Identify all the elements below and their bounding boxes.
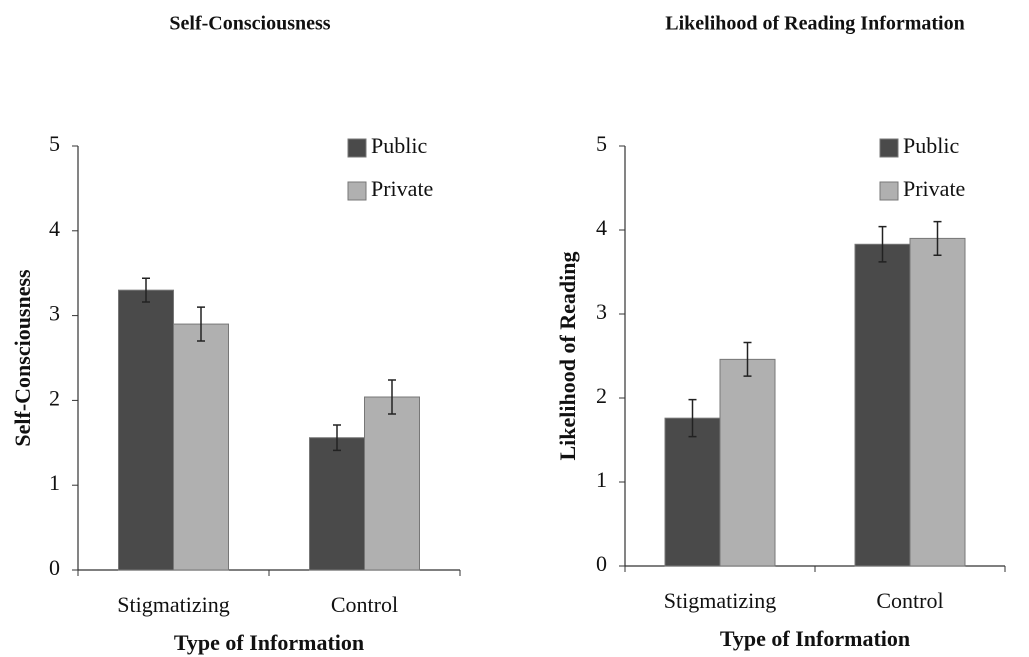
error-bar [388, 379, 396, 415]
legend-swatch [879, 181, 899, 201]
x-tick-label: Stigmatizing [664, 588, 776, 613]
bar [719, 358, 776, 567]
legend-swatch [347, 138, 367, 158]
y-axis-title: Likelihood of Reading [555, 251, 580, 460]
y-axis-title: Self-Consciousness [10, 269, 35, 447]
bar [173, 323, 229, 571]
bar [909, 237, 966, 567]
y-tick-label: 5 [49, 131, 60, 156]
y-tick-label: 0 [596, 551, 607, 576]
y-tick-label: 2 [596, 383, 607, 408]
bar [309, 437, 365, 571]
error-bar [688, 398, 697, 438]
x-tick-label: Control [331, 592, 398, 617]
y-tick-label: 3 [596, 299, 607, 324]
bar [664, 417, 721, 567]
error-bar [878, 225, 887, 263]
legend-label: Public [371, 133, 427, 158]
bar [854, 243, 911, 567]
error-bar [743, 341, 752, 377]
chart-title: Likelihood of Reading Information [665, 13, 964, 35]
x-tick-label: Stigmatizing [117, 592, 229, 617]
legend-label: Private [903, 176, 965, 201]
legend-swatch [347, 181, 367, 201]
y-tick-label: 1 [596, 467, 607, 492]
error-bar [197, 306, 205, 342]
legend-label: Private [371, 176, 433, 201]
error-bar [333, 424, 341, 452]
chart-title: Self-Consciousness [169, 13, 330, 35]
y-tick-label: 2 [49, 385, 60, 410]
y-tick-label: 3 [49, 301, 60, 326]
x-axis-title: Type of Information [174, 630, 364, 655]
x-axis-title: Type of Information [720, 626, 910, 651]
x-tick-label: Control [876, 588, 943, 613]
bar [364, 396, 420, 571]
legend-swatch [879, 138, 899, 158]
error-bar [142, 277, 150, 303]
error-bar [933, 220, 942, 256]
y-tick-label: 0 [49, 555, 60, 580]
y-tick-label: 1 [49, 470, 60, 495]
y-tick-label: 4 [49, 216, 60, 241]
legend-label: Public [903, 133, 959, 158]
y-tick-label: 4 [596, 215, 607, 240]
y-tick-label: 5 [596, 131, 607, 156]
bar [118, 289, 174, 571]
